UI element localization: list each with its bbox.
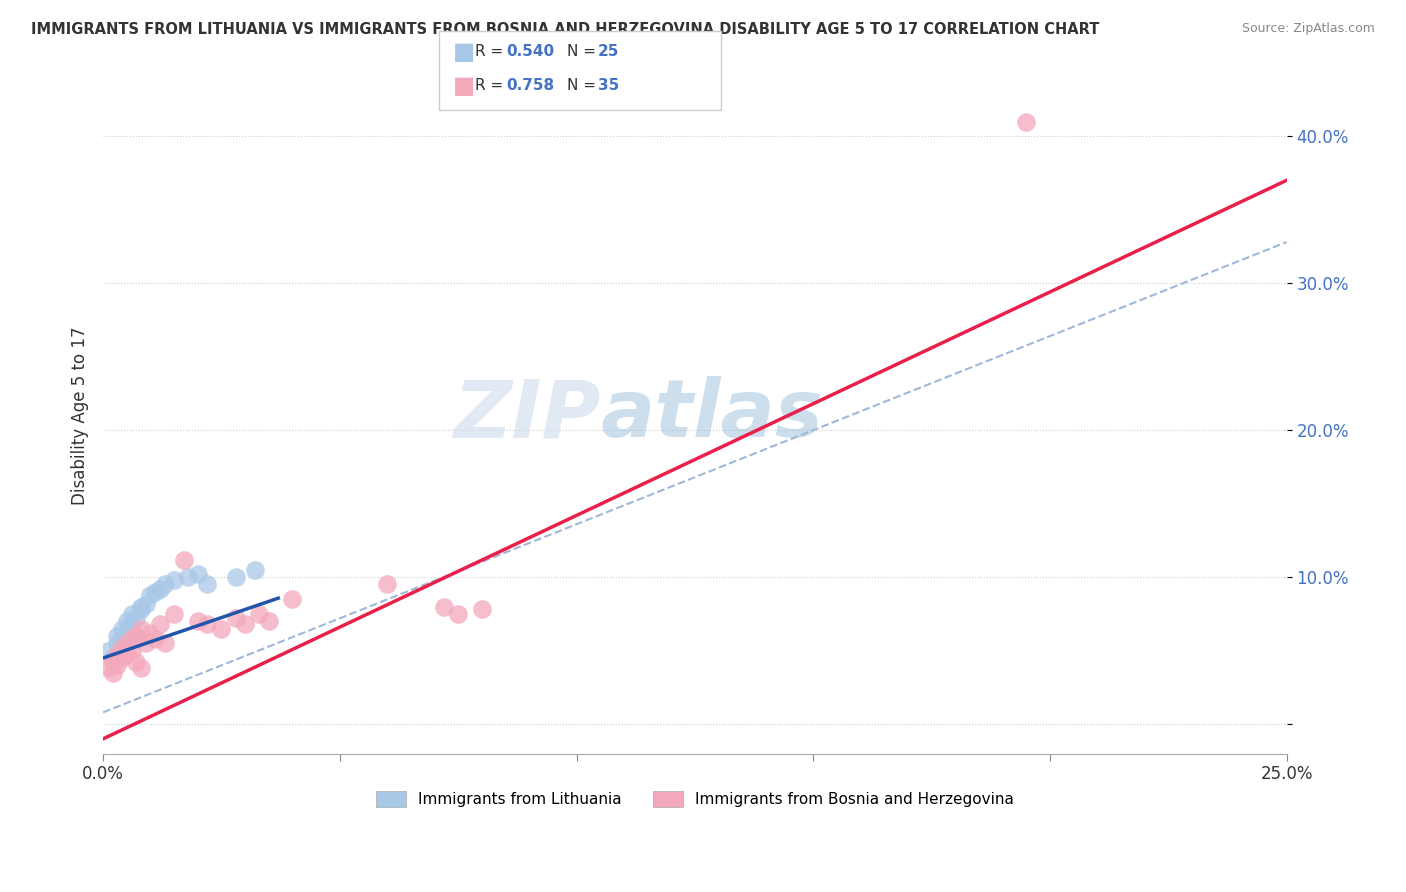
Point	[211, 622, 233, 636]
Point	[115, 614, 138, 628]
Point	[177, 570, 200, 584]
Point	[105, 647, 128, 661]
Point	[115, 626, 138, 640]
Point	[187, 614, 209, 628]
Point	[195, 617, 218, 632]
Point	[97, 643, 120, 657]
Point	[129, 599, 152, 614]
Point	[115, 636, 138, 650]
Point	[105, 658, 128, 673]
Point	[1015, 114, 1038, 128]
Point	[125, 629, 148, 643]
Point	[173, 552, 195, 566]
Point	[111, 632, 134, 646]
Point	[125, 611, 148, 625]
Text: R =: R =	[475, 45, 509, 59]
Point	[225, 570, 247, 584]
Point	[121, 617, 143, 632]
Text: ■: ■	[453, 74, 475, 97]
Point	[375, 577, 398, 591]
Point	[121, 643, 143, 657]
Point	[129, 602, 152, 616]
Point	[143, 632, 166, 646]
Point	[149, 582, 172, 596]
Point	[105, 629, 128, 643]
Point	[111, 622, 134, 636]
Point	[111, 640, 134, 655]
Point	[125, 629, 148, 643]
Text: N =: N =	[567, 45, 600, 59]
Point	[111, 651, 134, 665]
Text: 0.758: 0.758	[506, 78, 554, 93]
Point	[153, 577, 176, 591]
Point	[187, 567, 209, 582]
Point	[121, 632, 143, 646]
Point	[447, 607, 470, 621]
Point	[97, 661, 120, 675]
Point	[257, 614, 280, 628]
Point	[247, 607, 270, 621]
Point	[129, 661, 152, 675]
Point	[163, 607, 186, 621]
Point	[101, 651, 124, 665]
Point	[139, 588, 162, 602]
Text: atlas: atlas	[600, 376, 823, 455]
Point	[225, 611, 247, 625]
Text: 35: 35	[598, 78, 619, 93]
Point	[101, 665, 124, 680]
Point	[105, 636, 128, 650]
Point	[143, 585, 166, 599]
Point	[135, 597, 157, 611]
Text: Source: ZipAtlas.com: Source: ZipAtlas.com	[1241, 22, 1375, 36]
Text: 0.540: 0.540	[506, 45, 554, 59]
Text: N =: N =	[567, 78, 600, 93]
Point	[125, 656, 148, 670]
Point	[195, 577, 218, 591]
Point	[471, 602, 494, 616]
Text: 25: 25	[598, 45, 619, 59]
Point	[101, 656, 124, 670]
Point	[121, 607, 143, 621]
Y-axis label: Disability Age 5 to 17: Disability Age 5 to 17	[72, 326, 89, 505]
Text: ■: ■	[453, 40, 475, 63]
Point	[115, 647, 138, 661]
Text: R =: R =	[475, 78, 509, 93]
Legend: Immigrants from Lithuania, Immigrants from Bosnia and Herzegovina: Immigrants from Lithuania, Immigrants fr…	[370, 785, 1021, 814]
Point	[139, 626, 162, 640]
Point	[163, 573, 186, 587]
Text: IMMIGRANTS FROM LITHUANIA VS IMMIGRANTS FROM BOSNIA AND HERZEGOVINA DISABILITY A: IMMIGRANTS FROM LITHUANIA VS IMMIGRANTS …	[31, 22, 1099, 37]
Point	[153, 636, 176, 650]
Point	[129, 622, 152, 636]
Point	[149, 617, 172, 632]
Text: ZIP: ZIP	[453, 376, 600, 455]
Point	[233, 617, 256, 632]
Point	[135, 636, 157, 650]
Point	[281, 592, 304, 607]
Point	[243, 563, 266, 577]
Point	[433, 599, 456, 614]
